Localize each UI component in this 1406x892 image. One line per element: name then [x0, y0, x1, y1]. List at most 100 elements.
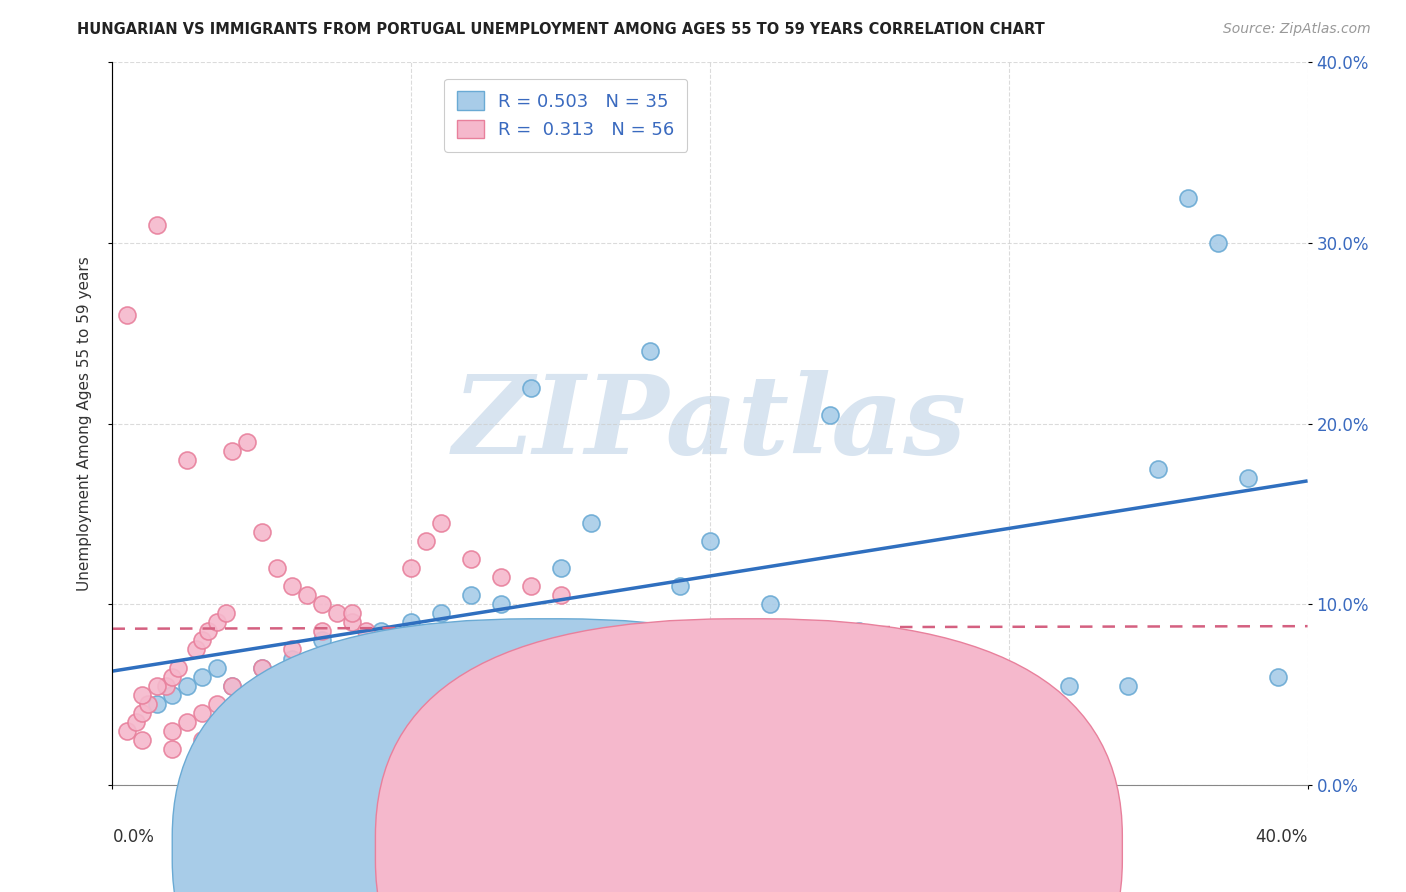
- Point: [125, 714, 148, 729]
- Point: [131, 732, 153, 747]
- Point: [162, 723, 183, 738]
- Point: [162, 669, 183, 683]
- Point: [221, 723, 243, 738]
- Point: [191, 706, 214, 720]
- Point: [191, 633, 214, 648]
- Point: [848, 624, 870, 639]
- Point: [415, 534, 437, 549]
- Point: [430, 516, 453, 530]
- Point: [669, 679, 692, 693]
- Point: [146, 218, 169, 232]
- Point: [146, 679, 169, 693]
- Point: [699, 534, 721, 549]
- Point: [117, 309, 139, 323]
- Text: ZIPatlas: ZIPatlas: [453, 370, 967, 477]
- Point: [205, 660, 228, 674]
- Point: [162, 742, 183, 756]
- Point: [759, 598, 782, 612]
- FancyBboxPatch shape: [173, 619, 920, 892]
- Point: [250, 660, 273, 674]
- Point: [236, 434, 259, 449]
- Point: [370, 624, 392, 639]
- Y-axis label: Unemployment Among Ages 55 to 59 years: Unemployment Among Ages 55 to 59 years: [77, 256, 93, 591]
- Point: [579, 714, 602, 729]
- Point: [205, 615, 228, 630]
- Point: [117, 723, 139, 738]
- Point: [325, 607, 347, 621]
- Point: [250, 524, 273, 539]
- Point: [489, 570, 512, 584]
- Text: HUNGARIAN VS IMMIGRANTS FROM PORTUGAL UNEMPLOYMENT AMONG AGES 55 TO 59 YEARS COR: HUNGARIAN VS IMMIGRANTS FROM PORTUGAL UN…: [77, 22, 1045, 37]
- Point: [401, 561, 423, 575]
- Point: [311, 624, 333, 639]
- Point: [250, 660, 273, 674]
- Text: Immigrants from Portugal: Immigrants from Portugal: [772, 841, 979, 856]
- Point: [489, 598, 512, 612]
- Point: [579, 516, 602, 530]
- Point: [197, 624, 219, 639]
- Point: [186, 642, 208, 657]
- Point: [640, 688, 662, 702]
- Text: 0.0%: 0.0%: [112, 829, 155, 847]
- Point: [1118, 679, 1140, 693]
- Point: [131, 688, 153, 702]
- Point: [221, 443, 243, 458]
- Point: [1206, 235, 1229, 250]
- Point: [401, 615, 423, 630]
- Point: [176, 679, 198, 693]
- Point: [340, 642, 363, 657]
- Point: [281, 651, 304, 665]
- Point: [370, 633, 392, 648]
- Point: [191, 669, 214, 683]
- FancyBboxPatch shape: [375, 619, 1122, 892]
- Point: [430, 607, 453, 621]
- Point: [311, 633, 333, 648]
- Point: [191, 732, 214, 747]
- Point: [1147, 462, 1170, 476]
- Point: [460, 552, 482, 566]
- Point: [818, 408, 841, 422]
- Point: [1237, 471, 1260, 485]
- Text: Hungarians: Hungarians: [569, 841, 661, 856]
- Point: [250, 714, 273, 729]
- Point: [162, 688, 183, 702]
- Legend: R = 0.503   N = 35, R =  0.313   N = 56: R = 0.503 N = 35, R = 0.313 N = 56: [444, 78, 688, 152]
- Point: [205, 697, 228, 711]
- Point: [215, 607, 238, 621]
- Point: [138, 697, 160, 711]
- Point: [1267, 669, 1289, 683]
- Point: [167, 660, 190, 674]
- Point: [669, 579, 692, 593]
- Point: [699, 669, 721, 683]
- Point: [460, 588, 482, 602]
- Point: [998, 679, 1021, 693]
- Text: Source: ZipAtlas.com: Source: ZipAtlas.com: [1223, 22, 1371, 37]
- Point: [311, 598, 333, 612]
- Point: [221, 679, 243, 693]
- Point: [266, 561, 288, 575]
- Point: [879, 660, 901, 674]
- Point: [281, 579, 304, 593]
- Point: [176, 714, 198, 729]
- Point: [295, 588, 318, 602]
- Point: [340, 615, 363, 630]
- Point: [281, 642, 304, 657]
- Point: [759, 651, 782, 665]
- Point: [938, 660, 960, 674]
- Point: [520, 380, 543, 394]
- Point: [356, 624, 378, 639]
- Point: [1057, 679, 1080, 693]
- Point: [176, 453, 198, 467]
- Point: [640, 344, 662, 359]
- Point: [520, 579, 543, 593]
- Text: 40.0%: 40.0%: [1256, 829, 1308, 847]
- Point: [550, 561, 572, 575]
- Point: [340, 607, 363, 621]
- Point: [550, 588, 572, 602]
- Point: [146, 697, 169, 711]
- Point: [385, 642, 408, 657]
- Point: [1177, 191, 1199, 205]
- Point: [131, 706, 153, 720]
- Point: [609, 660, 631, 674]
- Point: [221, 679, 243, 693]
